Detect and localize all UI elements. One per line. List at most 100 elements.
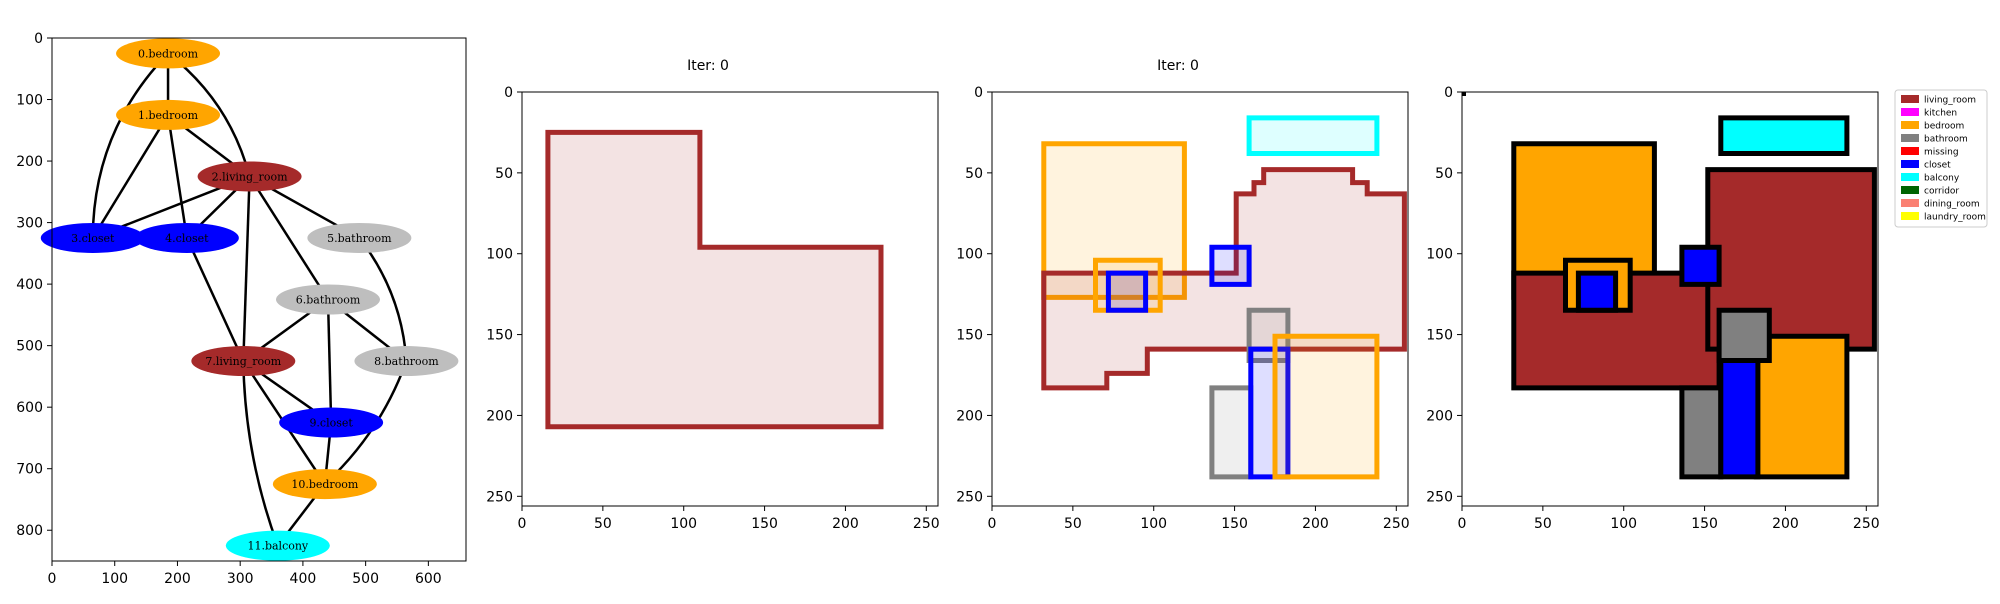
x-tick-label: 50 [594,516,612,532]
graph-node-label: 5.bathroom [327,232,392,245]
graph-node: 5.bathroom [307,222,412,253]
room-shape [1718,115,1850,156]
graph-y-tick-label: 400 [16,277,43,293]
legend-item: laundry_room [1901,212,1986,223]
final-layout-rooms [1511,115,1877,480]
graph-x-tick-label: 600 [415,571,442,587]
graph-edge [91,114,170,239]
graph-node-ellipse [276,284,380,315]
graph-node-label: 0.bedroom [138,47,199,60]
graph-node-ellipse [279,407,384,438]
room-shape [1679,385,1724,480]
graph-y-tick-label: 500 [16,339,43,355]
iteration-layout-axes-frame [991,91,1409,507]
graph-edge [242,361,279,547]
graph-node-ellipse [40,222,145,253]
graph-node-label: 8.bathroom [374,355,439,368]
legend-swatch [1901,186,1919,194]
room-shape [1716,307,1772,363]
legend-item: living_room [1901,95,1976,106]
iteration-layout-panel: Iter: 0 0 0 50 50 100 100 150 150 200 200 250 250 [956,58,1409,532]
legend-label: missing [1924,148,1959,158]
legend-swatch [1901,121,1919,129]
legend-swatch [1901,108,1919,116]
y-tick-label: 100 [486,247,513,263]
graph-node: 10.bedroom [272,469,377,500]
graph-node-ellipse [354,346,459,377]
graph-node-label: 2.living_room [212,170,288,183]
x-tick-label: 50 [1534,516,1552,532]
legend-item: closet [1901,160,1951,171]
room-shape [1209,244,1252,287]
x-tick-label: 100 [670,516,697,532]
initial-layout-ticks: 0 0 50 50 100 100 150 150 200 200 250 250 [486,85,939,532]
graph-node-label: 1.bedroom [138,109,199,122]
graph-node-ellipse [225,530,330,561]
iteration-layout-rooms [1041,115,1407,480]
graph-x-tick-label: 100 [101,571,128,587]
graph-node: 3.closet [40,222,145,253]
graph-x-tick-label: 500 [352,571,379,587]
y-tick-label: 100 [1426,247,1453,263]
x-tick-label: 0 [1458,516,1467,532]
graph-node-ellipse [116,99,221,130]
legend-label: laundry_room [1924,213,1986,223]
legend-item: kitchen [1901,108,1957,119]
room-shape [1679,244,1722,287]
legend-swatch [1901,160,1919,168]
legend-label: kitchen [1924,109,1957,119]
y-tick-label: 250 [956,489,983,505]
legend-label: bedroom [1924,122,1964,132]
graph-y-tick-label: 700 [16,462,43,478]
graph-node: 9.closet [279,407,384,438]
y-tick-label: 50 [965,166,983,182]
initial-layout-rooms [545,129,884,430]
legend-swatch [1901,212,1919,220]
legend-item: bathroom [1901,134,1968,145]
graph-node: 6.bathroom [276,284,380,315]
x-tick-label: 250 [1383,516,1410,532]
graph-edge [248,175,330,301]
graph-x-ticks: 0 100 200 300 400 500 600 [48,561,442,587]
graph-x-tick-label: 300 [227,571,254,587]
graph-node: 8.bathroom [354,346,459,377]
legend-swatch [1901,199,1919,207]
y-tick-label: 150 [1426,328,1453,344]
y-tick-label: 50 [1435,166,1453,182]
graph-edge [242,176,251,362]
room-shape [1718,358,1761,480]
graph-y-tick-label: 0 [34,31,43,47]
graph-node-label: 11.balcony [247,540,308,553]
graph-edge [185,237,245,362]
final-layout-panel: 0 0 50 50 100 100 150 150 200 200 250 250 [1426,85,1879,532]
x-tick-label: 50 [1064,516,1082,532]
graph-edge [91,52,169,238]
x-tick-label: 0 [518,516,527,532]
graph-node-label: 7.living_room [205,355,281,368]
graph-node-label: 4.closet [165,232,209,245]
room-shape [1246,115,1380,156]
graph-panel: 0.bedroom 1.bedroom 2.living_room 3.closet 4… [16,31,467,587]
x-tick-label: 200 [1772,516,1799,532]
graph-node: 4.closet [134,222,239,253]
origin-marker [1462,92,1466,96]
y-tick-label: 50 [495,166,513,182]
graph-edge [326,299,333,423]
iteration-layout-ticks: 0 0 50 50 100 100 150 150 200 200 250 250 [956,85,1409,532]
graph-y-tick-label: 300 [16,216,43,232]
graph-x-tick-label: 200 [164,571,191,587]
graph-node-ellipse [272,469,377,500]
y-tick-label: 100 [956,247,983,263]
graph-x-tick-label: 0 [48,571,57,587]
legend-label: bathroom [1924,135,1968,145]
graph-y-tick-label: 200 [16,154,43,170]
graph-node-label: 9.closet [309,417,353,430]
graph-axes-frame [51,37,467,562]
x-tick-label: 200 [832,516,859,532]
x-tick-label: 150 [1221,516,1248,532]
final-layout-ticks: 0 0 50 50 100 100 150 150 200 200 250 250 [1426,85,1879,532]
graph-node: 0.bedroom [116,38,221,69]
y-tick-label: 250 [1426,489,1453,505]
